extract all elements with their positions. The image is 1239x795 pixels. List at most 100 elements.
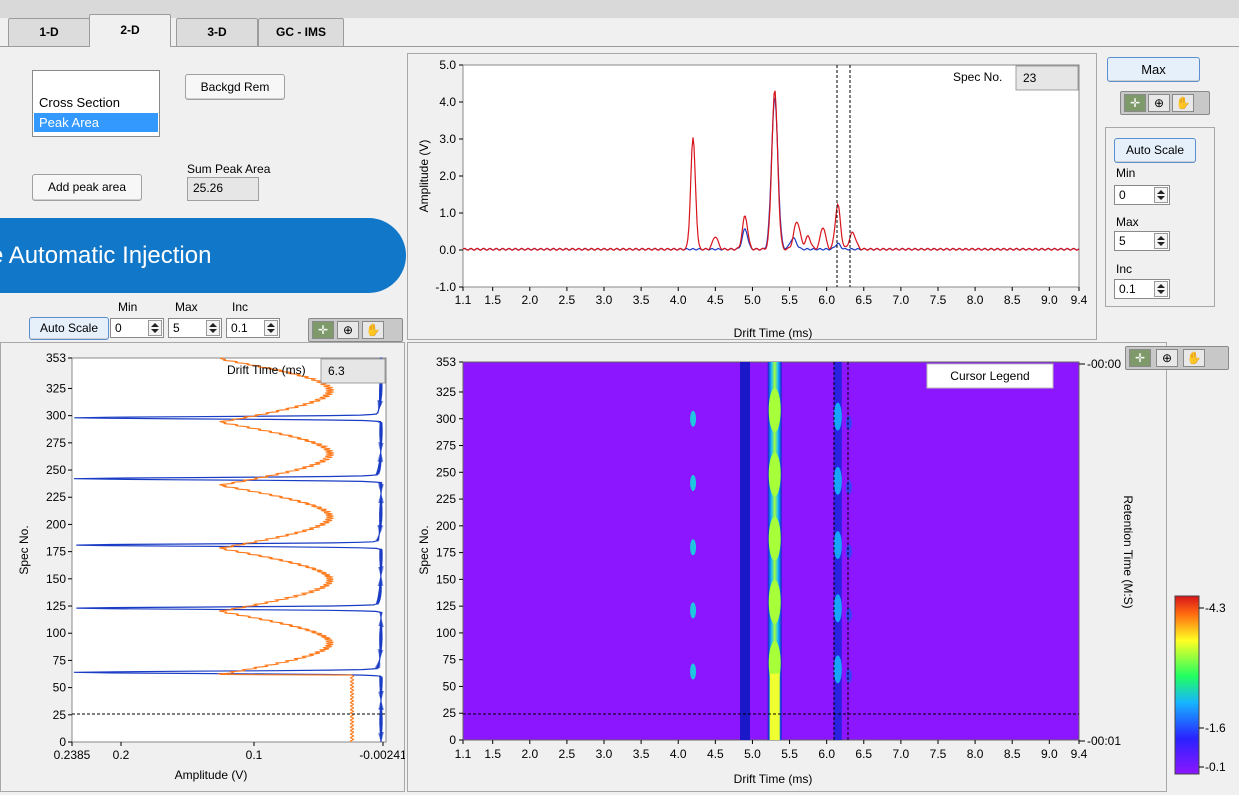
- tab-3d[interactable]: 3-D: [176, 18, 258, 46]
- top-x-tick: 9.0: [1041, 293, 1058, 307]
- intensity-y-tick: 275: [436, 439, 456, 453]
- mode-listbox[interactable]: Cross Section Peak Area: [32, 70, 160, 137]
- right-auto-scale-button[interactable]: Auto Scale: [1114, 138, 1196, 163]
- top-graph-palette: ✛ ⊕ ✋: [1120, 91, 1210, 115]
- left-inc-value: 0.1: [231, 321, 248, 335]
- top-x-tick: 1.5: [484, 293, 501, 307]
- retention-time-label: Retention Time (M:S): [1121, 495, 1135, 608]
- top-x-tick: 4.0: [670, 293, 687, 307]
- top-y-tick: 3.0: [439, 132, 456, 146]
- left-min-input[interactable]: 0: [110, 318, 164, 338]
- intensity-y-tick: 50: [443, 679, 457, 693]
- left-x-tick: 0.2385: [54, 748, 91, 762]
- left-y-tick: 200: [46, 517, 66, 531]
- intensity-y-tick: 75: [443, 653, 457, 667]
- intensity-y-tick: 150: [436, 572, 456, 586]
- intensity-y-tick: 175: [436, 546, 456, 560]
- peak-blob: [768, 579, 781, 624]
- zoom-tool-icon[interactable]: ⊕: [1156, 349, 1178, 367]
- right-max-input[interactable]: 5: [1114, 231, 1170, 251]
- left-auto-scale-button[interactable]: Auto Scale: [29, 317, 109, 340]
- list-item-cross-section[interactable]: Cross Section: [39, 95, 120, 110]
- left-y-tick: 300: [46, 409, 66, 423]
- tab-gc-ims[interactable]: GC - IMS: [258, 18, 344, 46]
- zoom-tool-icon[interactable]: ⊕: [1148, 94, 1170, 112]
- intensity-x-tick: 8.5: [1004, 747, 1021, 761]
- secondary-peak: [833, 466, 842, 495]
- tab-2d[interactable]: 2-D: [89, 14, 171, 47]
- left-max-input[interactable]: 5: [168, 318, 222, 338]
- left-min-spinner[interactable]: [148, 320, 162, 336]
- intensity-x-axis-label: Drift Time (ms): [734, 772, 813, 786]
- intensity-y-tick: 25: [443, 706, 457, 720]
- intensity-x-tick: 4.0: [670, 747, 687, 761]
- peak-blob: [768, 516, 781, 561]
- sum-peak-area-label: Sum Peak Area: [187, 162, 271, 176]
- list-item-peak-area[interactable]: Peak Area: [34, 113, 158, 132]
- left-y-tick: 100: [46, 626, 66, 640]
- cross-section-graph[interactable]: 3533253002752502252001751501251007550250…: [0, 342, 405, 792]
- top-y-tick: 4.0: [439, 95, 456, 109]
- left-min-label: Min: [118, 300, 138, 314]
- top-spectrum-graph[interactable]: 5.0 4.0 3.0 2.0 1.0 0.0 -1.0 1.1 1.5 2.0 2.5 3.0 3.…: [407, 53, 1097, 340]
- sum-peak-area-value: 25.26: [187, 177, 259, 201]
- tab-bar: 1-D 2-D 3-D GC - IMS: [0, 0, 1239, 47]
- peak-blob: [768, 452, 781, 497]
- minor-peak: [845, 544, 852, 559]
- left-y-tick: 275: [46, 436, 66, 450]
- intensity-x-tick: 9.4: [1071, 747, 1088, 761]
- minor-peak: [845, 607, 852, 622]
- top-x-tick: 7.5: [930, 293, 947, 307]
- cursor-tool-icon[interactable]: ✛: [1129, 349, 1151, 367]
- top-x-tick: 5.5: [781, 293, 798, 307]
- background-removal-button[interactable]: Backgd Rem: [185, 74, 285, 100]
- left-inc-input[interactable]: 0.1: [226, 318, 280, 338]
- zoom-tool-icon[interactable]: ⊕: [337, 321, 359, 339]
- max-button[interactable]: Max: [1107, 57, 1200, 82]
- left-max-spinner[interactable]: [206, 320, 220, 336]
- top-x-tick: 9.4: [1071, 293, 1088, 307]
- left-y-tick: 325: [46, 381, 66, 395]
- right-max-spinner[interactable]: [1154, 233, 1168, 249]
- tab-content-border: [0, 46, 1239, 47]
- right-max-label: Max: [1116, 215, 1139, 229]
- intensity-x-tick: 2.5: [559, 747, 576, 761]
- left-min-value: 0: [115, 321, 122, 335]
- minor-peak: [845, 668, 852, 683]
- right-min-spinner[interactable]: [1154, 187, 1168, 203]
- left-y-tick: 250: [46, 463, 66, 477]
- left-y-tick: 353: [46, 351, 66, 365]
- satellite-peak: [690, 663, 697, 680]
- top-x-tick: 6.0: [818, 293, 835, 307]
- tab-1d[interactable]: 1-D: [8, 18, 90, 46]
- left-graph-palette: ✛ ⊕ ✋: [308, 318, 403, 342]
- intensity-y-tick: 0: [449, 733, 456, 747]
- right-inc-input[interactable]: 0.1: [1114, 279, 1170, 299]
- cursor-tool-icon[interactable]: ✛: [312, 321, 334, 339]
- add-peak-area-button[interactable]: Add peak area: [32, 174, 142, 201]
- pan-hand-icon[interactable]: ✋: [1172, 94, 1194, 112]
- right-inc-spinner[interactable]: [1154, 281, 1168, 297]
- satellite-peak: [690, 602, 697, 619]
- intensity-x-tick: 9.0: [1041, 747, 1058, 761]
- intensity-graph[interactable]: 3533253002752502252001751501251007550250…: [407, 342, 1239, 795]
- left-y-tick: 225: [46, 490, 66, 504]
- left-x-tick: 0.2: [113, 748, 130, 762]
- top-x-tick: 8.0: [967, 293, 984, 307]
- automatic-injection-banner: e Automatic Injection: [0, 218, 406, 293]
- pan-hand-icon[interactable]: ✋: [362, 321, 384, 339]
- secondary-peak: [833, 402, 842, 431]
- intensity-x-tick: 5.0: [744, 747, 761, 761]
- left-inc-spinner[interactable]: [264, 320, 278, 336]
- cursor-legend[interactable]: Cursor Legend: [950, 369, 1029, 383]
- time-top-label: -00:00: [1087, 357, 1121, 371]
- cursor-tool-icon[interactable]: ✛: [1124, 94, 1146, 112]
- right-min-input[interactable]: 0: [1114, 185, 1170, 205]
- left-y-tick: 25: [53, 708, 67, 722]
- satellite-peak: [690, 410, 697, 427]
- top-x-tick: 8.5: [1004, 293, 1021, 307]
- right-inc-value: 0.1: [1119, 282, 1136, 296]
- left-y-tick: 75: [53, 653, 67, 667]
- pan-hand-icon[interactable]: ✋: [1183, 349, 1205, 367]
- intensity-x-tick: 4.5: [707, 747, 724, 761]
